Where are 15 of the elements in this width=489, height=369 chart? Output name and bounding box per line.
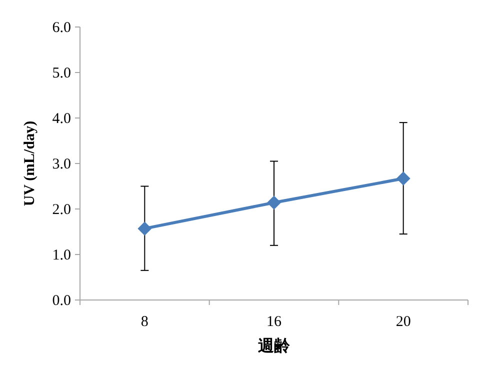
y-tick-label: 6.0 xyxy=(52,20,71,36)
y-tick-label: 0.0 xyxy=(52,293,71,309)
x-tick-label: 8 xyxy=(140,314,148,330)
y-axis-title: UV (mL/day) xyxy=(22,120,38,206)
x-tick-label: 20 xyxy=(396,314,411,330)
point xyxy=(138,222,152,236)
point xyxy=(396,172,410,186)
y-tick-label: 2.0 xyxy=(52,202,71,218)
point xyxy=(267,196,281,210)
x-axis-title: 週齢 xyxy=(257,337,291,355)
y-tick-label: 1.0 xyxy=(52,248,71,264)
y-tick-label: 3.0 xyxy=(52,156,71,172)
y-tick-label: 5.0 xyxy=(52,66,71,82)
y-tick-label: 4.0 xyxy=(52,111,71,127)
x-tick-label: 16 xyxy=(266,314,282,330)
